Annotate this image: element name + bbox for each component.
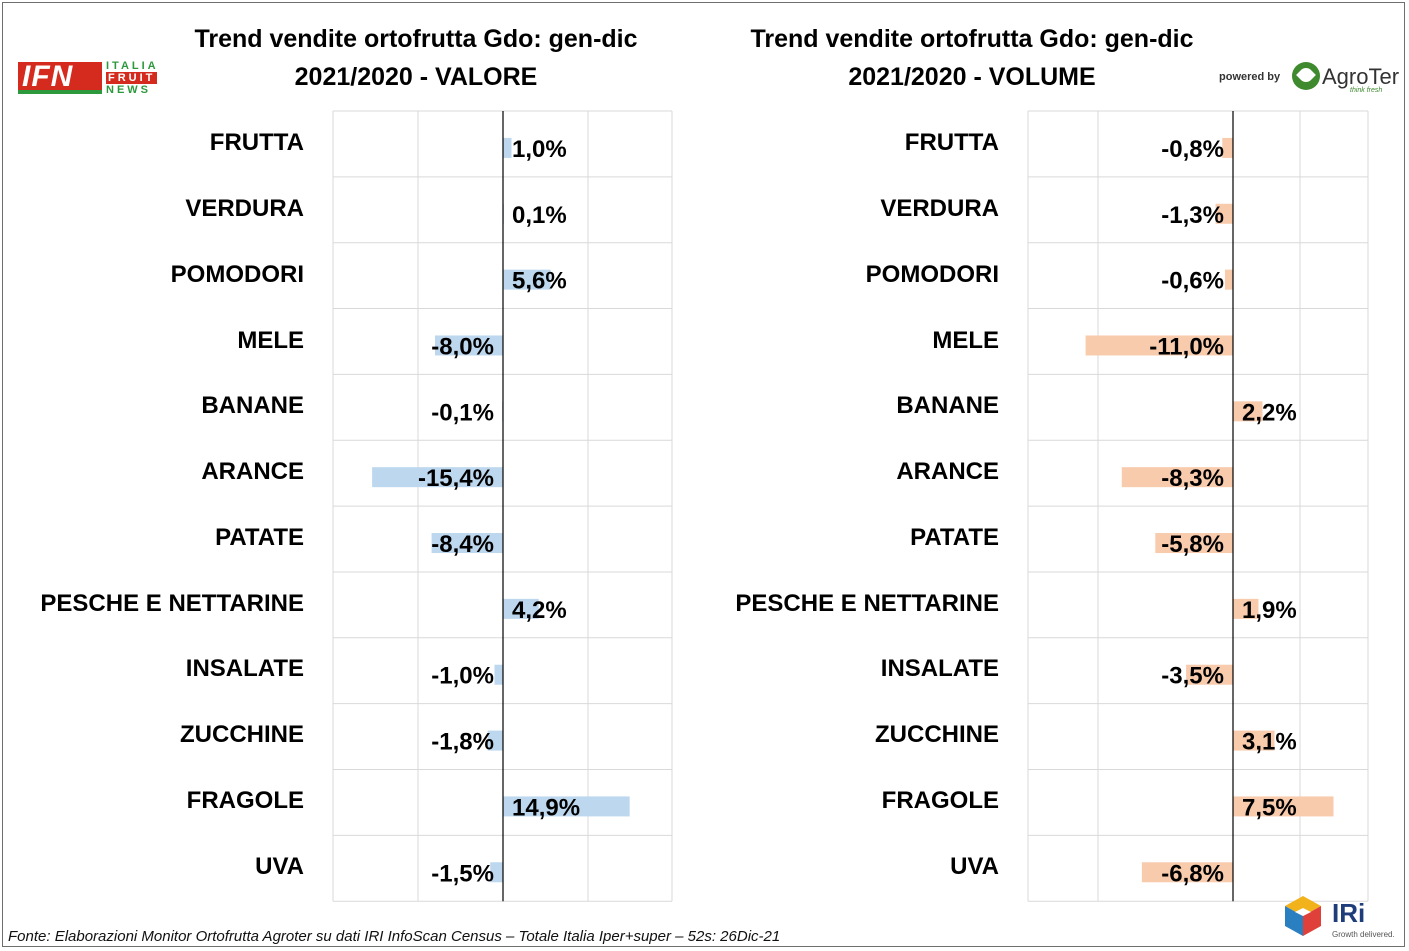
chart-title-line-1: Trend vendite ortofrutta Gdo: gen-dic — [194, 25, 638, 53]
bar — [1141, 862, 1233, 883]
chart-valore: 1,0% 0,1% 5,6% -8,0% -0,1% -15,4% -8,4% 4,2% -1,… — [332, 110, 673, 902]
bar — [372, 467, 503, 488]
category-label: VERDURA — [880, 195, 999, 222]
data-label: 4,2% — [512, 597, 567, 624]
category-label: ZUCCHINE — [875, 721, 999, 748]
chart-title-volume: Trend vendite ortofrutta Gdo: gen-dic 20… — [716, 20, 1228, 96]
leaf-icon — [1292, 62, 1320, 90]
data-label: -1,0% — [431, 663, 494, 690]
iri-tagline: Growth delivered. — [1332, 930, 1395, 939]
bar — [1186, 664, 1233, 685]
bar — [1085, 335, 1233, 356]
bar — [490, 862, 503, 883]
category-label: FRUTTA — [904, 129, 999, 156]
data-label: -5,8% — [1161, 531, 1224, 558]
category-label: ARANCE — [896, 458, 999, 485]
category-label: PATATE — [215, 524, 304, 551]
data-label: -8,4% — [431, 531, 494, 558]
data-label: -15,4% — [418, 465, 494, 492]
ifn-mark: IFN — [22, 60, 74, 93]
bar — [503, 269, 551, 290]
chart-title-line-2: 2021/2020 - VOLUME — [848, 63, 1096, 91]
iri-logo: IRi Growth delivered. — [1280, 892, 1400, 944]
category-label: INSALATE — [185, 655, 304, 682]
bar — [494, 664, 503, 685]
category-label: UVA — [255, 853, 304, 880]
iri-cube-icon — [1285, 896, 1321, 936]
category-label: MELE — [237, 327, 304, 354]
bar — [1233, 796, 1334, 817]
data-label: 7,5% — [1242, 794, 1297, 821]
bar — [1224, 269, 1233, 290]
category-label: BANANE — [896, 392, 999, 419]
bar — [1233, 401, 1263, 422]
category-label: PESCHE E NETTARINE — [735, 590, 999, 617]
ifn-word: FRUIT — [106, 72, 158, 84]
category-label: FRUTTA — [209, 129, 304, 156]
chart-title-line-2: 2021/2020 - VALORE — [294, 63, 538, 91]
bar — [503, 598, 539, 619]
ifn-wordmark: ITALIA FRUIT NEWS — [106, 60, 159, 96]
category-label: ZUCCHINE — [180, 721, 304, 748]
bar — [431, 533, 503, 554]
data-label: -8,0% — [431, 333, 494, 360]
iri-name: IRi — [1332, 898, 1366, 928]
category-label: POMODORI — [170, 261, 304, 288]
data-label: 1,0% — [512, 136, 567, 163]
data-label: -11,0% — [1149, 333, 1224, 360]
data-label: -0,6% — [1161, 268, 1224, 295]
data-label: -6,8% — [1161, 860, 1224, 887]
agroter-name: AgroTer — [1322, 64, 1400, 89]
chart-title-line-1: Trend vendite ortofrutta Gdo: gen-dic — [750, 25, 1194, 53]
data-label: 5,6% — [512, 268, 567, 295]
data-label: -1,5% — [431, 860, 494, 887]
category-label: FRAGOLE — [881, 787, 999, 814]
bar — [1222, 137, 1233, 158]
agroter-logo: AgroTer think fresh — [1292, 62, 1402, 94]
chart-volume: -0,8% -1,3% -0,6% -11,0% 2,2% -8,3% -5,8% 1,9% -… — [1027, 110, 1369, 902]
bar — [503, 796, 630, 817]
category-label: VERDURA — [185, 195, 304, 222]
category-label: FRAGOLE — [186, 787, 304, 814]
data-label: 1,9% — [1242, 597, 1297, 624]
category-label: MELE — [932, 327, 999, 354]
bar — [1233, 598, 1259, 619]
category-label: PATATE — [910, 524, 999, 551]
data-label: -0,8% — [1161, 136, 1224, 163]
data-label: -1,3% — [1161, 202, 1224, 229]
bar — [487, 730, 503, 751]
ifn-logo: IFN ITALIA FRUIT NEWS — [18, 60, 160, 96]
ifn-word: NEWS — [106, 84, 151, 96]
bar — [503, 137, 512, 158]
data-label: 3,1% — [1242, 729, 1297, 756]
data-label: -3,5% — [1161, 663, 1224, 690]
bar — [435, 335, 503, 356]
data-label: 14,9% — [512, 794, 580, 821]
source-note: Fonte: Elaborazioni Monitor Ortofrutta A… — [8, 928, 781, 945]
ifn-mark-box: IFN — [18, 60, 102, 94]
bar — [1155, 533, 1233, 554]
agroter-tagline: think fresh — [1350, 87, 1383, 94]
category-label: INSALATE — [880, 655, 999, 682]
data-label: 0,1% — [512, 202, 567, 229]
ifn-word: ITALIA — [106, 60, 159, 72]
category-label: UVA — [950, 853, 999, 880]
data-label: 2,2% — [1242, 399, 1297, 426]
data-label: -8,3% — [1161, 465, 1224, 492]
chart-title-valore: Trend vendite ortofrutta Gdo: gen-dic 20… — [160, 20, 672, 96]
category-label: PESCHE E NETTARINE — [40, 590, 304, 617]
category-label: POMODORI — [865, 261, 999, 288]
data-label: -0,1% — [431, 399, 494, 426]
data-label: -1,8% — [431, 729, 494, 756]
bar — [1121, 467, 1233, 488]
powered-by-text: powered by — [1219, 71, 1281, 83]
bar — [1233, 730, 1275, 751]
category-label: BANANE — [201, 392, 304, 419]
category-label: ARANCE — [201, 458, 304, 485]
bar — [1215, 203, 1233, 224]
